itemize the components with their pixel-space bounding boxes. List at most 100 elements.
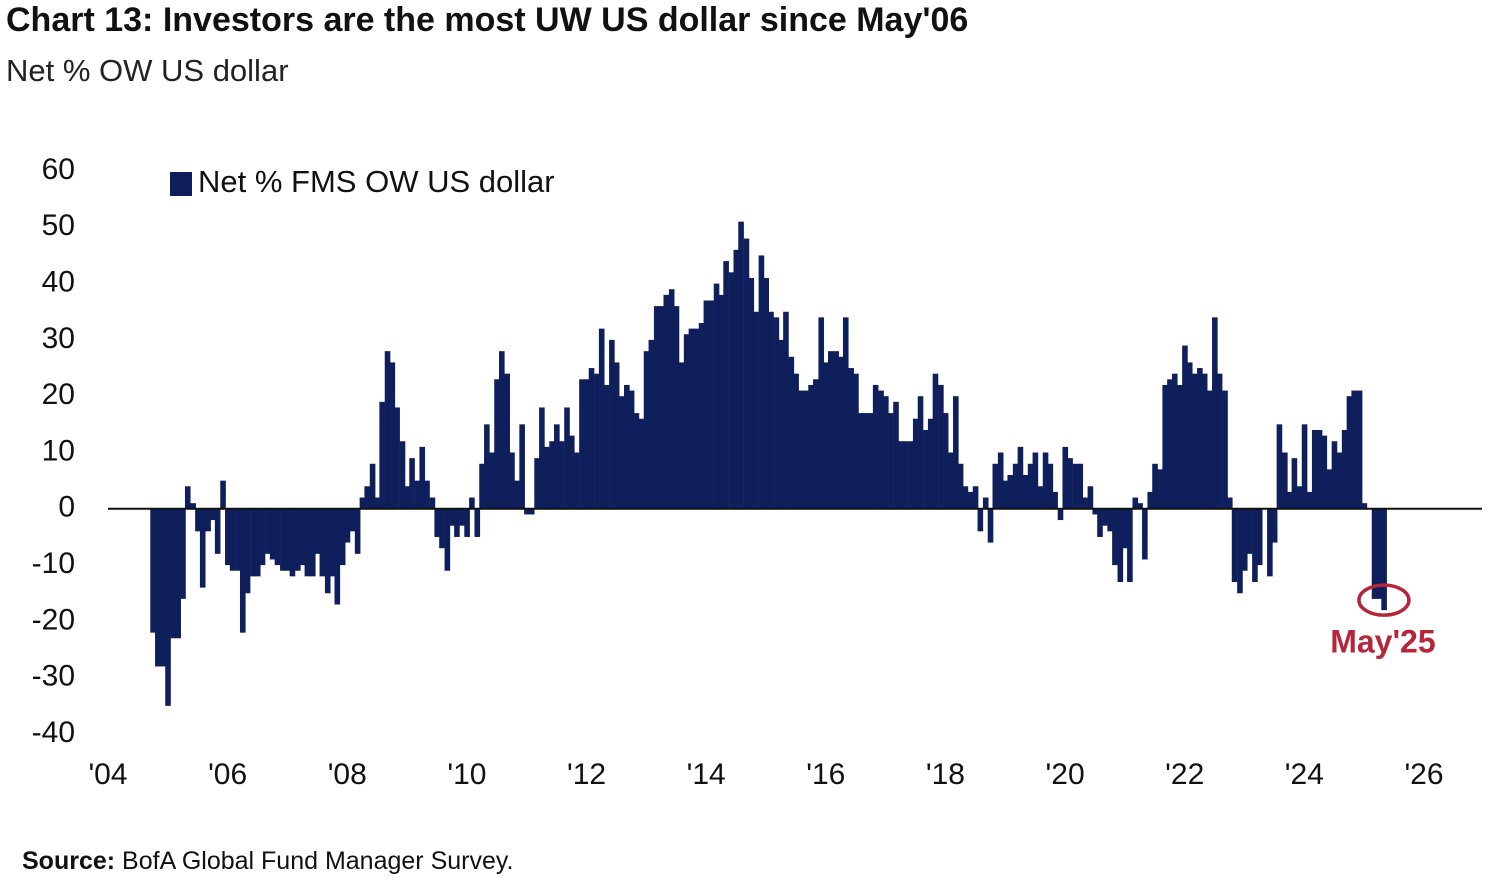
bar <box>534 458 540 509</box>
bar <box>603 384 610 509</box>
bar <box>783 311 789 509</box>
bar <box>1326 469 1333 509</box>
bar <box>1182 345 1188 509</box>
bar <box>1267 508 1273 577</box>
bar <box>1201 373 1208 509</box>
bar <box>1226 497 1233 509</box>
bar <box>359 497 366 509</box>
bar <box>175 508 181 639</box>
bar <box>1062 446 1069 509</box>
bar <box>1306 491 1313 509</box>
bar <box>648 339 655 509</box>
bar <box>558 441 565 509</box>
bar <box>210 508 216 521</box>
bar <box>464 508 470 537</box>
bar <box>1112 508 1118 566</box>
bar <box>404 486 411 509</box>
bar <box>1067 458 1073 509</box>
bar <box>324 508 331 594</box>
bar <box>992 463 999 509</box>
bar <box>494 379 500 509</box>
bar <box>289 508 296 577</box>
bar <box>150 508 156 633</box>
bar <box>897 441 904 509</box>
bar <box>319 508 326 577</box>
bar <box>284 508 291 571</box>
bar <box>1042 452 1049 509</box>
bar <box>683 334 690 509</box>
bar <box>977 508 984 532</box>
bar <box>329 508 336 577</box>
bar <box>908 441 914 509</box>
bar <box>1361 503 1368 509</box>
annotation: May'25 <box>1330 624 1435 660</box>
bar <box>1107 508 1113 532</box>
bar <box>718 294 725 509</box>
bar <box>1371 508 1378 599</box>
y-tick-label: 40 <box>42 266 75 299</box>
bar <box>987 508 994 543</box>
bar <box>439 508 445 549</box>
bar <box>1072 463 1079 509</box>
bar <box>1321 435 1328 509</box>
bar <box>384 351 391 509</box>
bar <box>1246 508 1253 554</box>
bar <box>793 373 799 509</box>
bar <box>618 396 625 509</box>
bar <box>738 221 744 509</box>
bar <box>842 317 849 509</box>
bar <box>1022 475 1029 509</box>
bar <box>414 480 421 509</box>
bar <box>1222 390 1228 509</box>
bar <box>389 362 396 509</box>
bar <box>967 491 974 509</box>
bar <box>349 508 356 532</box>
bar <box>633 413 640 509</box>
bar <box>1212 317 1218 509</box>
bar <box>982 497 989 509</box>
bar <box>1356 390 1363 509</box>
bar <box>1057 508 1064 521</box>
bar <box>190 503 196 509</box>
bar <box>588 368 595 509</box>
bar <box>1216 373 1223 509</box>
bar <box>573 452 580 509</box>
bar <box>1117 508 1124 582</box>
bar <box>269 508 276 560</box>
bar <box>883 396 889 509</box>
bar <box>334 508 341 605</box>
y-tick-label: -20 <box>32 603 75 636</box>
bar <box>524 508 530 515</box>
bar <box>663 294 670 509</box>
bar <box>708 300 714 509</box>
x-tick-label: '26 <box>1404 758 1443 791</box>
bar <box>568 435 575 509</box>
bar <box>239 508 246 633</box>
bar <box>165 508 171 706</box>
bar <box>1132 497 1139 509</box>
bar <box>259 508 266 566</box>
y-tick-label: 60 <box>42 153 75 186</box>
y-tick-label: -40 <box>32 716 75 749</box>
bar <box>638 418 645 509</box>
bar <box>917 396 924 509</box>
bar <box>848 368 854 509</box>
bar <box>155 508 161 667</box>
bar <box>813 379 819 509</box>
bar <box>1291 458 1298 509</box>
bar <box>394 407 400 509</box>
bar <box>1092 508 1098 515</box>
x-tick-label: '20 <box>1046 758 1085 791</box>
bar <box>449 508 455 526</box>
bar <box>693 328 700 509</box>
bar <box>1002 480 1009 509</box>
bar <box>628 390 635 509</box>
bar <box>942 413 949 509</box>
bar <box>1301 424 1308 509</box>
bar <box>479 463 485 509</box>
bar <box>1241 508 1248 571</box>
bar <box>688 328 695 509</box>
bar <box>828 351 834 509</box>
x-tick-label: '16 <box>806 758 845 791</box>
